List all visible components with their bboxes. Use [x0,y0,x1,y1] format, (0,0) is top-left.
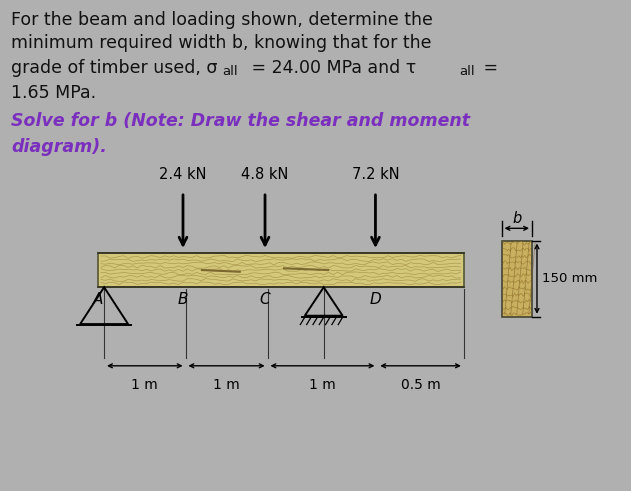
Text: 150 mm: 150 mm [542,272,598,285]
Text: 1 m: 1 m [309,378,336,392]
Text: 0.5 m: 0.5 m [401,378,440,392]
Text: B: B [178,292,188,307]
Text: minimum required width b, knowing that for the: minimum required width b, knowing that f… [11,34,432,53]
Text: 4.8 kN: 4.8 kN [241,167,289,182]
Bar [98,253,464,287]
Text: A: A [93,292,103,307]
Text: all: all [459,65,475,78]
Text: grade of timber used, σ: grade of timber used, σ [11,59,218,78]
Text: C: C [260,292,270,307]
Text: 1 m: 1 m [131,378,158,392]
Bar [502,241,532,317]
Text: = 24.00 MPa and τ: = 24.00 MPa and τ [246,59,416,78]
Text: b: b [512,211,521,226]
Text: all: all [222,65,238,78]
Text: =: = [478,59,498,78]
Text: 1.65 MPa.: 1.65 MPa. [11,84,97,103]
Text: diagram).: diagram). [11,138,107,157]
Text: For the beam and loading shown, determine the: For the beam and loading shown, determin… [11,11,433,29]
Text: 1 m: 1 m [213,378,240,392]
Text: Solve for b (Note: Draw the shear and moment: Solve for b (Note: Draw the shear and mo… [11,112,470,130]
Text: 7.2 kN: 7.2 kN [351,167,399,182]
Text: 2.4 kN: 2.4 kN [159,167,207,182]
Text: D: D [370,292,381,307]
